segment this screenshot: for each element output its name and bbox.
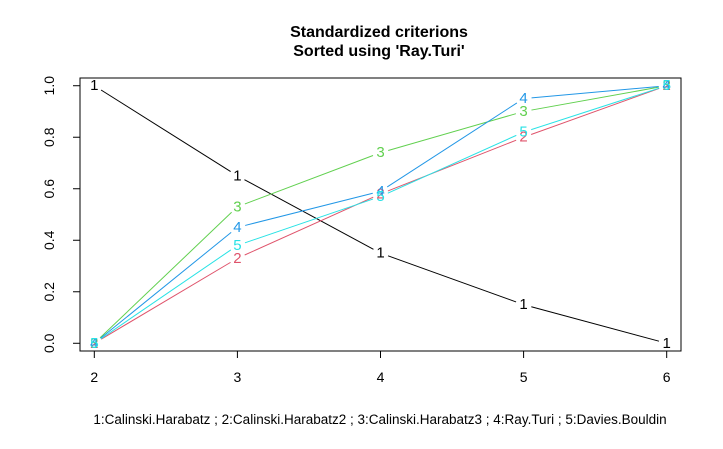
x-tick-label: 3 <box>234 369 242 385</box>
data-point-marker: 2 <box>376 185 384 202</box>
data-point-marker: 2 <box>233 250 241 267</box>
series-2: 2 2 2 2 2 <box>90 77 671 352</box>
series-line-segment <box>100 89 231 173</box>
y-tick-label: 0.6 <box>41 179 57 199</box>
x-axis: 2 3 4 5 6 <box>90 350 671 385</box>
y-tick-label: 0.8 <box>41 127 57 147</box>
data-point-marker: 1 <box>663 335 671 352</box>
data-point-marker: 4 <box>233 219 241 236</box>
series-line-segment <box>388 113 517 151</box>
series-line-segment <box>387 139 517 192</box>
chart-subtitle: Sorted using 'Ray.Turi' <box>293 43 464 60</box>
data-point-marker: 2 <box>90 335 98 352</box>
data-point-marker: 3 <box>663 77 671 94</box>
series-line-segment <box>244 179 374 250</box>
data-point-marker: 1 <box>519 296 527 313</box>
data-point-marker: 5 <box>519 124 527 141</box>
series-line-segment <box>100 249 232 340</box>
y-axis: 0.0 0.2 0.4 0.6 0.8 1.0 <box>41 76 81 353</box>
y-tick-label: 1.0 <box>41 76 57 96</box>
data-point-marker: 3 <box>90 335 98 352</box>
series-line-segment <box>531 87 660 131</box>
series-5: 5 5 5 5 5 <box>90 77 671 352</box>
y-tick-label: 0.0 <box>41 333 57 353</box>
data-point-marker: 5 <box>90 335 98 352</box>
series-4: 4 4 4 4 4 <box>90 77 671 352</box>
data-point-marker: 4 <box>519 90 527 107</box>
series-line-segment <box>387 134 517 194</box>
series-line-segment <box>100 261 231 340</box>
series-3: 3 3 3 3 3 <box>90 77 671 352</box>
x-tick-label: 2 <box>90 369 98 385</box>
series-line-segment <box>530 87 660 135</box>
data-point-marker: 3 <box>376 144 384 161</box>
series-line-segment <box>531 86 659 111</box>
y-tick-label: 0.4 <box>41 230 57 250</box>
data-point-marker: 2 <box>663 77 671 94</box>
chart-title: Standardized criterions <box>290 24 468 41</box>
data-point-marker: 4 <box>663 77 671 94</box>
x-tick-label: 5 <box>520 369 528 385</box>
series-line-segment <box>244 155 374 205</box>
data-point-marker: 2 <box>519 129 527 146</box>
data-point-marker: 5 <box>663 77 671 94</box>
caption: 1:Calinski.Harabatz ; 2:Calinski.Harabat… <box>93 412 666 427</box>
data-point-marker: 1 <box>90 77 98 94</box>
series-line-segment <box>245 192 373 226</box>
data-point-marker: 5 <box>376 188 384 205</box>
data-point-marker: 5 <box>233 237 241 254</box>
y-tick-label: 0.2 <box>41 282 57 302</box>
series-line-segment <box>387 255 517 303</box>
x-tick-label: 6 <box>663 369 671 385</box>
data-point-marker: 4 <box>90 335 98 352</box>
series-line-segment <box>244 198 374 244</box>
series-1: 1 1 1 1 1 <box>90 77 671 352</box>
data-point-marker: 3 <box>519 103 527 120</box>
data-point-marker: 4 <box>376 183 384 200</box>
series-line-segment <box>100 232 232 339</box>
series-line-segment <box>99 211 232 339</box>
data-point-marker: 1 <box>233 167 241 184</box>
series-line-segment <box>531 85 659 99</box>
series-line-segment <box>386 102 518 188</box>
plot-frame <box>79 77 682 352</box>
data-point-marker: 1 <box>376 245 384 262</box>
series-line-segment <box>531 306 660 342</box>
x-tick-label: 4 <box>377 369 385 385</box>
data-point-marker: 3 <box>233 198 241 215</box>
